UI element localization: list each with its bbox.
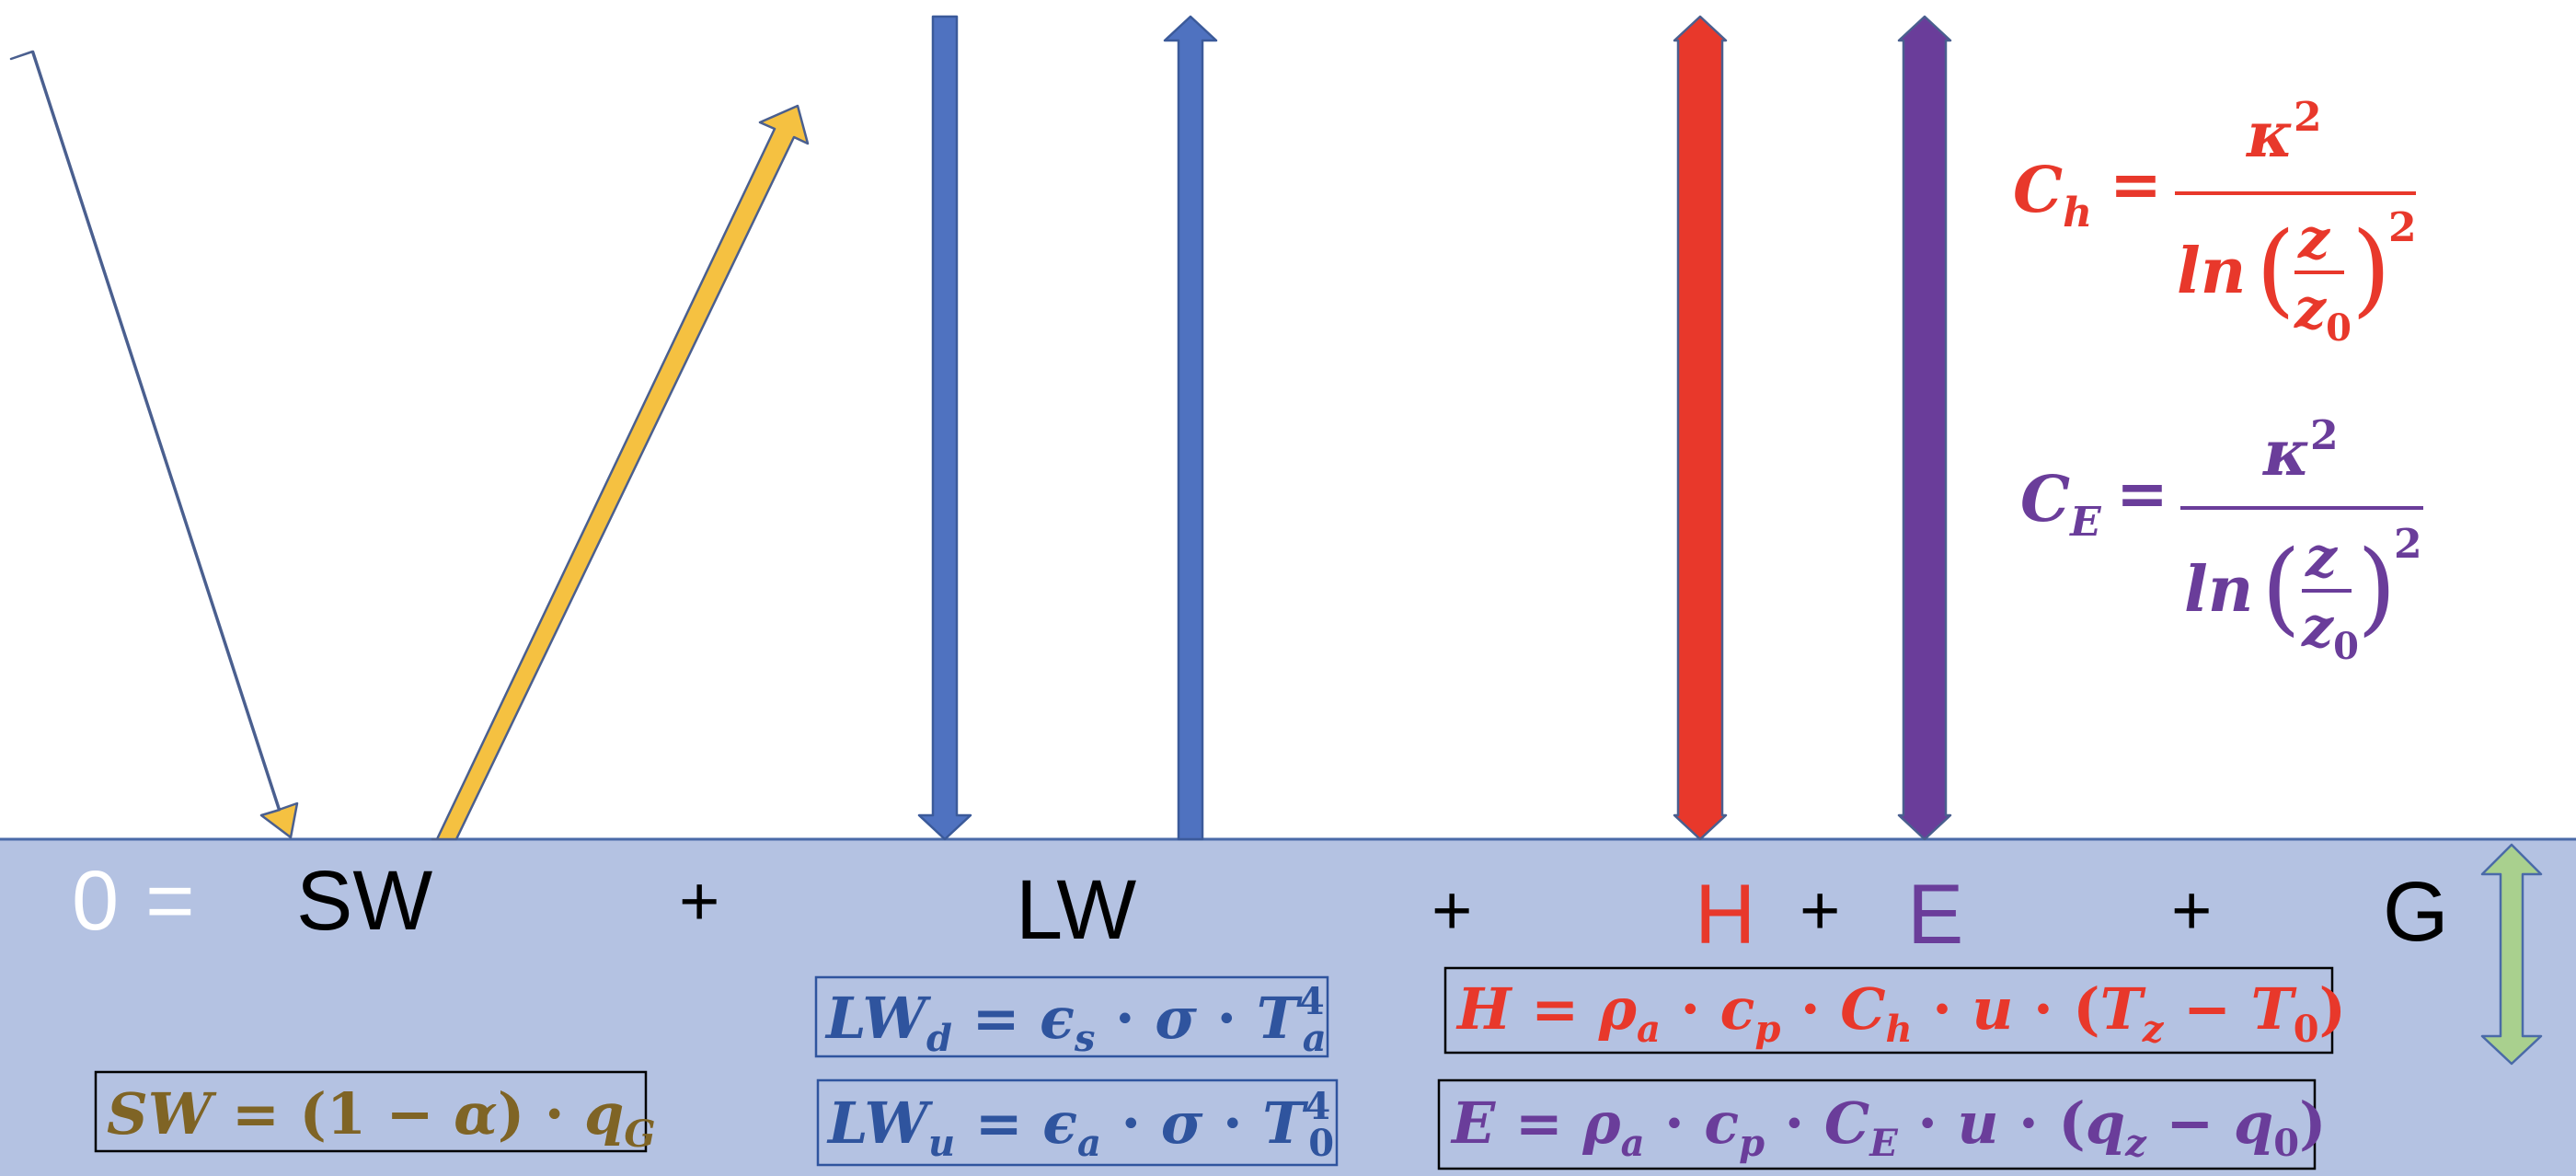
balance-g: G: [2383, 865, 2449, 959]
svg-text:Ch: Ch: [2013, 154, 2092, 236]
balance-equals: =: [145, 854, 195, 948]
balance-h: H: [1695, 868, 1755, 962]
longwave-down-arrow: [919, 17, 971, 839]
svg-text:(: (: [2256, 210, 2295, 328]
svg-text:2: 2: [2394, 521, 2422, 568]
svg-text:κ2: κ2: [2245, 94, 2322, 172]
balance-sw: SW: [296, 854, 432, 948]
svg-text:ln: ln: [2184, 553, 2253, 627]
svg-text:ln: ln: [2177, 235, 2246, 308]
balance-lw: LW: [1016, 863, 1136, 957]
sw-formula: SW = (1 − α) · qG: [107, 1080, 656, 1156]
svg-text:CE: CE: [2020, 463, 2102, 546]
svg-text:(: (: [2261, 528, 2301, 646]
svg-text:2: 2: [2388, 204, 2417, 251]
longwave-up-arrow: [1165, 17, 1216, 839]
svg-text:): ): [2357, 528, 2397, 646]
balance-plus-3: +: [1800, 871, 1840, 950]
svg-text:): ): [2352, 210, 2391, 328]
balance-plus-1: +: [679, 862, 719, 940]
svg-text:=: =: [2116, 457, 2168, 531]
balance-e: E: [1907, 868, 1963, 962]
shortwave-incoming-arrow: [11, 52, 297, 837]
balance-zero: 0: [72, 854, 119, 948]
svg-text:κ2: κ2: [2261, 412, 2339, 490]
ch-formula: Ch = κ2 ln ( z z0 ) 2: [2013, 94, 2417, 350]
svg-text:z: z: [2305, 525, 2339, 590]
svg-text:z0: z0: [2301, 595, 2359, 668]
shortwave-reflected-arrow: [432, 106, 808, 839]
latent-heat-arrow: [1899, 17, 1950, 839]
svg-text:z: z: [2297, 207, 2331, 271]
sensible-heat-arrow: [1674, 17, 1726, 839]
ce-formula: CE = κ2 ln ( z z0 ) 2: [2020, 412, 2423, 668]
svg-text:=: =: [2110, 148, 2162, 222]
balance-plus-2: +: [1432, 871, 1472, 950]
balance-plus-4: +: [2171, 871, 2212, 950]
svg-text:z0: z0: [2294, 277, 2352, 350]
